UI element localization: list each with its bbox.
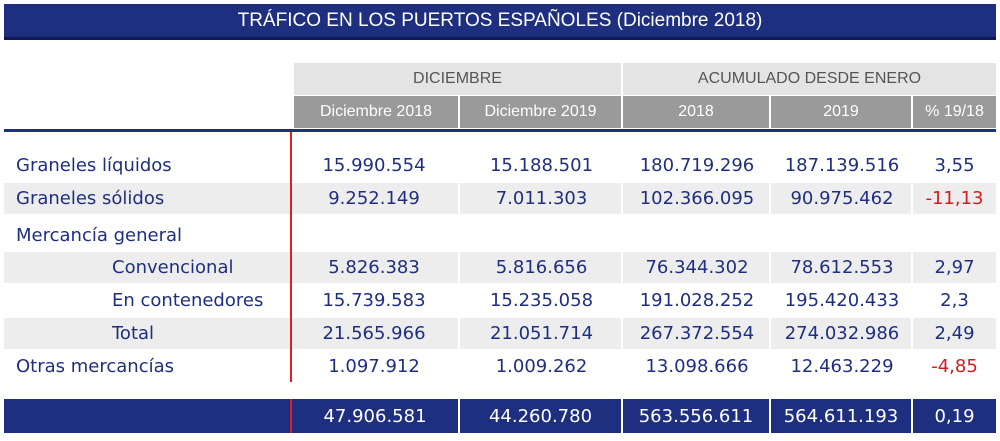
table-row: Graneles sólidos 9.252.149 7.011.303 102… [4,183,996,214]
cell-value: 15.188.501 [489,155,594,176]
cell-value: 1.009.262 [495,356,588,377]
column-header: % 19/18 [913,96,996,128]
cell-value: 9.252.149 [328,188,420,209]
cell-value: 76.344.302 [645,257,749,278]
column-separator [769,399,771,433]
cell-value-negative: -11,13 [925,188,984,209]
row-label: Total [112,323,155,344]
cell-value: 13.098.666 [645,356,749,377]
column-separator [911,183,913,214]
cell-value: 2,97 [934,257,975,278]
cell-value: 78.612.553 [790,257,894,278]
column-separator [769,318,771,349]
cell-value: 15.990.554 [322,155,426,176]
column-separator [458,399,460,433]
totals-row: 47.906.581 44.260.780 563.556.611 564.61… [4,399,996,433]
cell-value: 180.719.296 [639,155,755,176]
row-label: Convencional [112,257,234,278]
column-header-row: Diciembre 2018 Diciembre 2019 2018 2019 … [0,96,1000,128]
table-row: Mercancía general [4,220,996,251]
cell-value: 187.139.516 [784,155,900,176]
cell-value: 274.032.986 [784,323,900,344]
column-separator [769,183,771,214]
cell-value: 15.235.058 [489,290,594,311]
cell-value-negative: -4,85 [931,356,978,377]
cell-value: 191.028.252 [639,290,755,311]
column-separator [458,252,460,283]
total-value: 563.556.611 [638,405,754,427]
cell-value: 267.372.554 [639,323,755,344]
table-row: Total 21.565.966 21.051.714 267.372.554 … [4,318,996,349]
table-row: Convencional 5.826.383 5.816.656 76.344.… [4,252,996,283]
column-header: Diciembre 2019 [460,96,621,128]
cell-value: 21.565.966 [322,323,426,344]
column-separator [621,399,623,433]
cell-value: 1.097.912 [328,356,420,377]
row-label: Otras mercancías [16,356,175,377]
cell-value: 7.011.303 [495,188,588,209]
cell-value: 90.975.462 [790,188,894,209]
cell-value: 2,3 [940,290,969,311]
column-separator [621,183,623,214]
cell-value: 195.420.433 [784,290,900,311]
label-column-divider [290,132,292,382]
column-header: Diciembre 2018 [294,96,458,128]
column-separator [621,318,623,349]
group-header-row: DICIEMBRE ACUMULADO DESDE ENERO [0,63,1000,95]
cell-value: 5.826.383 [328,257,420,278]
total-value: 44.260.780 [488,405,593,427]
row-label: En contenedores [112,290,264,311]
row-label: Mercancía general [16,225,183,246]
column-separator [911,252,913,283]
column-separator [458,318,460,349]
table-row: En contenedores 15.739.583 15.235.058 19… [4,285,996,316]
total-value: 47.906.581 [323,405,427,427]
table-title: TRÁFICO EN LOS PUERTOS ESPAÑOLES (Diciem… [4,4,996,40]
cell-value: 2,49 [934,323,975,344]
column-header: 2018 [623,96,769,128]
table-row: Otras mercancías 1.097.912 1.009.262 13.… [4,351,996,382]
column-separator [911,399,913,433]
column-separator [458,183,460,214]
total-value: 564.611.193 [783,405,899,427]
cell-value: 5.816.656 [495,257,588,278]
table-row: Graneles líquidos 15.990.554 15.188.501 … [4,150,996,181]
row-label: Graneles sólidos [16,188,165,209]
cell-value: 102.366.095 [639,188,755,209]
totals-divider [290,399,292,433]
cell-value: 12.463.229 [790,356,894,377]
total-value: 0,19 [934,405,975,427]
group-header-cumulative: ACUMULADO DESDE ENERO [623,63,996,95]
row-label: Graneles líquidos [16,155,172,176]
cell-value: 15.739.583 [322,290,426,311]
column-separator [911,318,913,349]
cell-value: 3,55 [934,155,975,176]
column-separator [621,252,623,283]
column-separator [769,252,771,283]
group-header-month: DICIEMBRE [294,63,621,95]
cell-value: 21.051.714 [489,323,594,344]
column-header: 2019 [771,96,911,128]
header-divider [4,129,996,132]
